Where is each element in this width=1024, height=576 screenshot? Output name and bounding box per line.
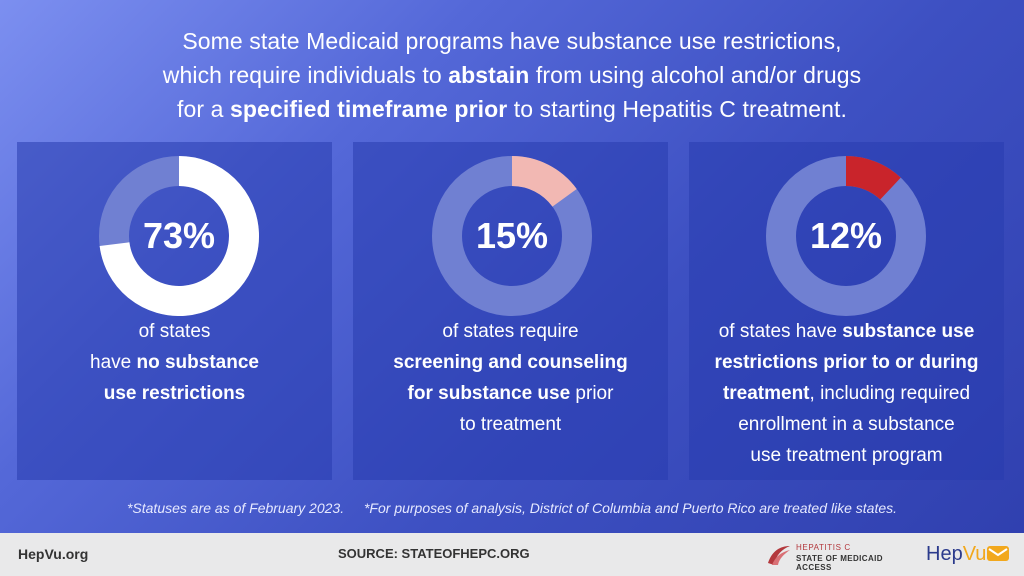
headline-line-3-post: to starting Hepatitis C treatment. — [507, 96, 848, 122]
percentage-label: 15% — [475, 215, 549, 256]
desc-line: have no substance — [17, 347, 332, 378]
desc-line: restrictions prior to or during — [689, 347, 1004, 378]
footnotes: *Statuses are as of February 2023. *For … — [0, 500, 1024, 516]
headline-line-2-post: from using alcohol and/or drugs — [529, 62, 862, 88]
hepc-medicaid-logo: HEPATITIS C STATE OF MEDICAID ACCESS — [766, 541, 916, 572]
hepvu-logo: HepVu — [926, 541, 1016, 567]
stat-panel-restrictions: 12% of states have substance use restric… — [689, 142, 1004, 480]
desc-line: to treatment — [459, 414, 562, 435]
hepvu-wordmark: HepVu — [926, 543, 986, 566]
stat-description: of states require screening and counseli… — [353, 316, 668, 440]
desc-bold: screening and counseling — [393, 352, 628, 373]
desc-line: of states require — [442, 321, 579, 342]
desc-line: of states have substance use — [689, 316, 1004, 347]
hepvu-vu: Vu — [962, 543, 987, 565]
headline-line-3: for a specified timeframe prior to start… — [0, 92, 1024, 126]
desc-bold: restrictions prior to or during — [714, 352, 979, 373]
headline-line-1: Some state Medicaid programs have substa… — [182, 28, 842, 54]
percentage-label: 12% — [809, 215, 883, 256]
source-link[interactable]: SOURCE: STATEOFHEPC.ORG — [338, 546, 530, 561]
desc-bold: substance use — [842, 321, 975, 342]
envelope-icon — [987, 546, 1009, 561]
stat-description: of states have substance use restriction… — [689, 316, 1004, 471]
headline-abstain: abstain — [448, 62, 530, 88]
headline-line-2: which require individuals to abstain fro… — [0, 58, 1024, 92]
desc-line: use treatment program — [750, 445, 943, 466]
desc-bold: no substance — [136, 352, 259, 373]
desc-line: treatment, including required — [689, 378, 1004, 409]
donut-svg — [99, 156, 259, 316]
stat-panel-no-restrictions: 73% of states have no substance use rest… — [17, 142, 332, 480]
footer-bar: HepVu.org SOURCE: STATEOFHEPC.ORG HEPATI… — [0, 533, 1024, 576]
desc-text: , including required — [809, 383, 971, 404]
hepc-logo-line-2: STATE OF MEDICAID ACCESS — [796, 554, 883, 572]
desc-line: use restrictions — [17, 378, 332, 409]
desc-bold: for substance use — [407, 383, 571, 404]
site-link[interactable]: HepVu.org — [18, 546, 89, 562]
headline-timeframe: specified timeframe prior — [230, 96, 508, 122]
donut-svg — [766, 156, 926, 316]
desc-line: for substance use prior — [353, 378, 668, 409]
donut-svg — [432, 156, 592, 316]
stat-panel-screening: 15% of states require screening and coun… — [353, 142, 668, 480]
donut-segment — [845, 156, 901, 200]
desc-bold: use restrictions — [103, 383, 246, 404]
donut-segment — [511, 156, 577, 208]
headline: Some state Medicaid programs have substa… — [0, 24, 1024, 126]
percentage-label: 73% — [142, 215, 216, 256]
desc-line: enrollment in a substance — [738, 414, 955, 435]
donut-segment — [99, 156, 259, 316]
donut-chart: 12% — [766, 156, 926, 316]
desc-text: of states have — [718, 321, 843, 342]
envelope-flap-icon — [988, 548, 1008, 557]
hepc-logo-line-1: HEPATITIS C — [796, 543, 851, 552]
desc-text: prior — [570, 383, 614, 404]
desc-line: of states — [138, 321, 211, 342]
hepvu-hep: Hep — [926, 543, 963, 565]
desc-text: have — [90, 352, 137, 373]
desc-line: screening and counseling — [353, 347, 668, 378]
headline-line-2-pre: which require individuals to — [162, 62, 449, 88]
stat-description: of states have no substance use restrict… — [17, 316, 332, 409]
swoosh-icon — [768, 546, 790, 565]
donut-chart: 15% — [432, 156, 592, 316]
footnote-status-date: *Statuses are as of February 2023. — [126, 500, 345, 516]
headline-line-3-pre: for a — [176, 96, 230, 122]
donut-chart: 73% — [99, 156, 259, 316]
desc-bold: treatment — [722, 383, 810, 404]
footnote-analysis: *For purposes of analysis, District of C… — [363, 500, 898, 516]
